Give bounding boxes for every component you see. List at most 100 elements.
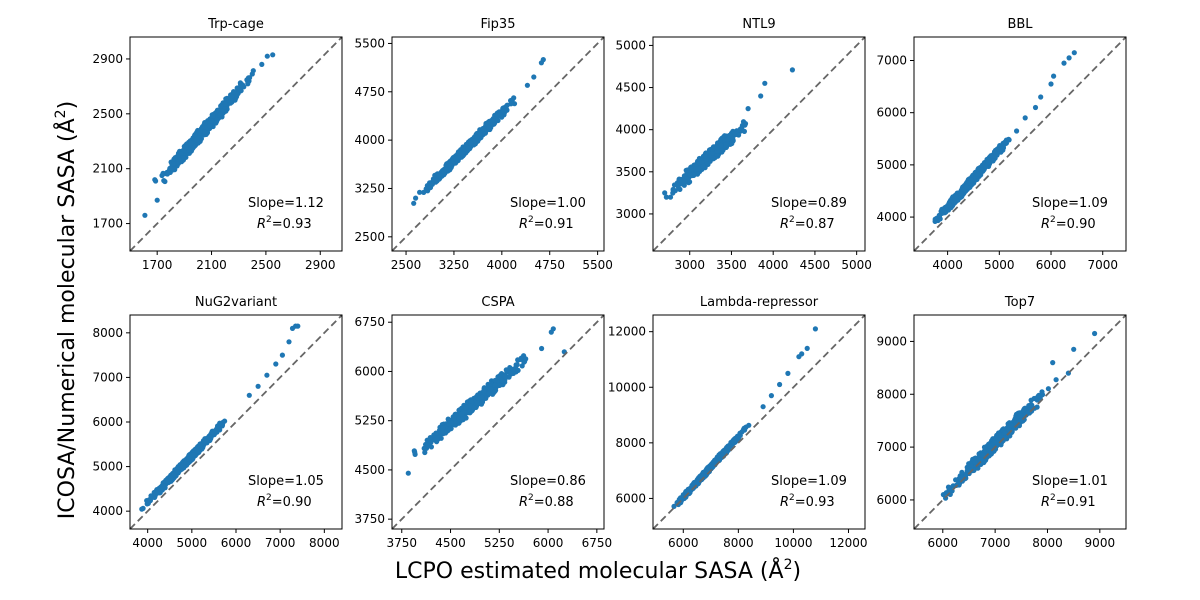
r-squared-annotation: R2=0.93 — [780, 493, 835, 510]
scatter-point — [488, 386, 494, 392]
y-tick-label: 5000 — [615, 38, 646, 52]
scatter-point — [675, 182, 682, 188]
axes-frame — [391, 314, 605, 530]
scatter-point — [667, 194, 674, 200]
r-squared-exponent: 2 — [789, 493, 795, 503]
r-squared-annotation: R2=0.88 — [519, 493, 574, 510]
scatter-point — [1035, 393, 1041, 399]
scatter-point — [702, 153, 709, 159]
scatter-point — [1038, 94, 1044, 100]
scatter-point — [202, 129, 208, 135]
r-squared-symbol: R — [257, 217, 266, 232]
r-squared-symbol: R — [780, 217, 789, 232]
scatter-point — [1008, 422, 1014, 428]
scatter-point — [1066, 55, 1072, 61]
scatter-point — [789, 67, 796, 73]
slope-annotation: Slope=0.86 — [510, 474, 586, 489]
identity-line — [129, 314, 343, 530]
scatter-point — [161, 178, 167, 184]
scatter-point — [197, 128, 204, 134]
scatter-point — [492, 377, 498, 383]
slope-annotation: Slope=1.05 — [248, 474, 324, 489]
scatter-point — [504, 107, 510, 113]
scatter-point — [249, 71, 255, 77]
scatter-point — [946, 486, 952, 492]
scatter-point — [154, 197, 160, 203]
scatter-point — [727, 132, 733, 138]
scatter-points — [932, 50, 1077, 224]
y-tick-label: 4750 — [354, 85, 385, 99]
scatter-point — [496, 382, 502, 388]
scatter-point — [1022, 115, 1028, 121]
scatter-point — [671, 503, 677, 509]
axes-frame — [913, 314, 1127, 530]
slope-annotation: Slope=1.00 — [510, 196, 586, 211]
slope-annotation: Slope=1.01 — [1032, 474, 1108, 489]
scatter-point — [172, 155, 178, 161]
scatter-point — [448, 420, 454, 426]
r-squared-value: =0.91 — [1056, 495, 1096, 510]
panel-title: NTL9 — [742, 17, 775, 32]
scatter-point — [421, 189, 427, 195]
scatter-point — [434, 436, 440, 442]
scatter-point — [987, 443, 993, 449]
scatter-point — [255, 383, 261, 389]
scatter-point — [975, 171, 981, 177]
scatter-point — [445, 416, 451, 422]
x-tick-label: 8000 — [723, 536, 754, 550]
r-squared-value: =0.93 — [272, 217, 312, 232]
scatter-point — [492, 382, 498, 388]
panel-title: BBL — [1007, 17, 1033, 32]
scatter-points — [139, 323, 301, 512]
scatter-point — [139, 506, 145, 512]
scatter-panel: Lambda-repressor 6000 6000 8000 8000 10000 100… — [608, 295, 868, 550]
slope-annotation: Slope=1.09 — [1032, 196, 1108, 211]
scatter-point — [222, 101, 229, 107]
y-tick-label: 5500 — [354, 36, 385, 50]
scatter-point — [246, 392, 252, 398]
y-tick-label: 2500 — [354, 230, 385, 244]
y-axis-label-superscript: 2 — [53, 109, 69, 118]
scatter-point — [186, 456, 192, 462]
x-tick-label: 7000 — [980, 536, 1011, 550]
scatter-points — [662, 67, 796, 200]
y-tick-label: 6000 — [876, 493, 907, 507]
scatter-point — [195, 448, 201, 454]
scatter-point — [217, 420, 223, 426]
scatter-point — [433, 430, 439, 436]
x-tick-label: 6000 — [928, 536, 959, 550]
x-tick-label: 7000 — [265, 536, 296, 550]
y-tick-label: 5000 — [92, 460, 123, 474]
y-tick-label: 4500 — [615, 81, 646, 95]
scatter-point — [518, 355, 524, 361]
x-tick-label: 2900 — [305, 258, 336, 272]
r-squared-value: =0.88 — [534, 495, 574, 510]
scatter-point — [760, 404, 766, 410]
scatter-point — [1028, 397, 1034, 403]
y-tick-label: 5000 — [876, 158, 907, 172]
y-tick-label: 6000 — [354, 364, 385, 378]
y-tick-label: 4000 — [354, 133, 385, 147]
scatter-point — [695, 166, 701, 172]
panel-grid: Trp-cage17001700210021002500250029002900… — [92, 17, 1127, 550]
axes-frame — [391, 36, 605, 252]
scatter-point — [1002, 139, 1008, 145]
identity-line — [913, 36, 1127, 252]
scatter-point — [670, 186, 676, 193]
scatter-point — [279, 352, 285, 358]
r-squared-exponent: 2 — [266, 493, 272, 503]
x-tick-label: 3500 — [716, 258, 747, 272]
scatter-point — [743, 424, 749, 430]
axes-frame — [913, 36, 1127, 252]
r-squared-exponent: 2 — [528, 215, 534, 225]
scatter-point — [804, 345, 810, 351]
identity-line — [129, 36, 343, 252]
r-squared-value: =0.90 — [272, 495, 312, 510]
y-tick-label: 8000 — [92, 326, 123, 340]
y-tick-label: 7000 — [876, 440, 907, 454]
axes-frame — [652, 36, 866, 252]
scatter-point — [508, 98, 514, 104]
x-tick-label: 8000 — [1032, 536, 1063, 550]
x-tick-label: 4000 — [758, 258, 789, 272]
